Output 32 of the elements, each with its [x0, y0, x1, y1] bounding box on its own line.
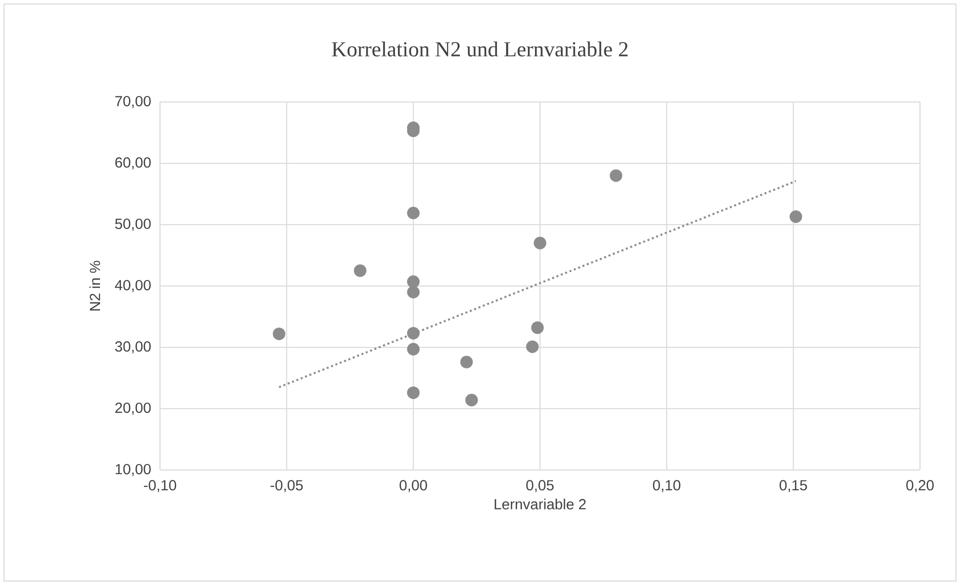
point [526, 340, 539, 353]
point [460, 356, 473, 368]
point [407, 326, 420, 340]
y-tick-label: 70,00 [115, 96, 151, 108]
x-tick-label: 0,00 [400, 480, 428, 492]
point [790, 210, 802, 223]
y-tick-label: 40,00 [114, 280, 151, 292]
y-tick-label: 30,00 [115, 341, 151, 354]
x-axis-title: Lernvariable 2 [494, 498, 586, 510]
point [531, 321, 544, 334]
y-tick-label: 20,00 [115, 402, 151, 415]
point [610, 169, 622, 182]
y-tick-label: 10,00 [116, 464, 151, 476]
point [407, 386, 420, 399]
point [407, 286, 420, 298]
x-tick-label: 0,10 [652, 480, 680, 492]
y-tick-label: 50,00 [115, 218, 151, 231]
point [407, 206, 420, 220]
point [465, 394, 478, 406]
chart-title: Korrelation N2 und Lernvariable 2 [332, 41, 628, 56]
point [354, 264, 366, 277]
y-tick-label: 60,00 [115, 157, 151, 170]
x-tick-label: 0,20 [906, 480, 934, 492]
x-tick-label: -0,05 [270, 480, 303, 492]
x-tick-label: -0,10 [144, 480, 176, 492]
point [534, 236, 546, 250]
point [407, 275, 420, 288]
x-tick-label: 0,15 [780, 480, 807, 492]
point [407, 342, 420, 356]
y-axis-title: N2 in % [89, 260, 100, 310]
x-tick-label: 0,05 [526, 480, 554, 492]
point [272, 328, 286, 340]
